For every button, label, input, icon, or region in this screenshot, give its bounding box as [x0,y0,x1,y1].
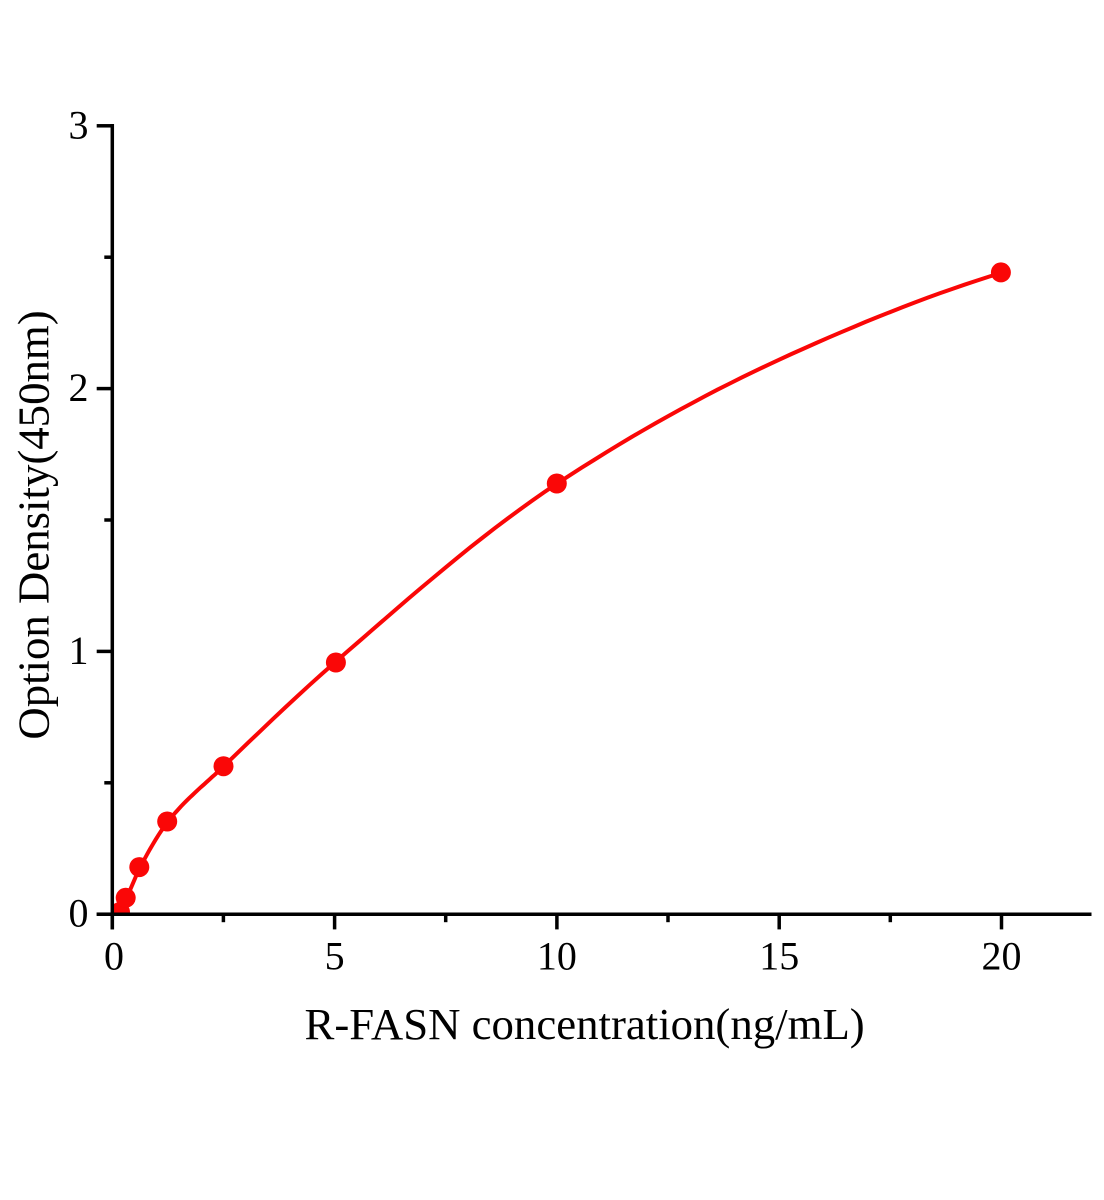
svg-text:Option Density(450nm): Option Density(450nm) [9,310,59,739]
svg-text:3: 3 [69,102,89,147]
svg-text:15: 15 [759,934,799,979]
svg-text:1: 1 [69,628,89,673]
svg-text:5: 5 [325,934,345,979]
svg-text:0: 0 [69,891,89,936]
svg-text:R-FASN concentration(ng/mL): R-FASN concentration(ng/mL) [304,999,864,1049]
svg-text:0: 0 [104,934,124,979]
svg-text:20: 20 [982,934,1022,979]
svg-text:10: 10 [537,934,577,979]
svg-text:2: 2 [69,365,89,410]
